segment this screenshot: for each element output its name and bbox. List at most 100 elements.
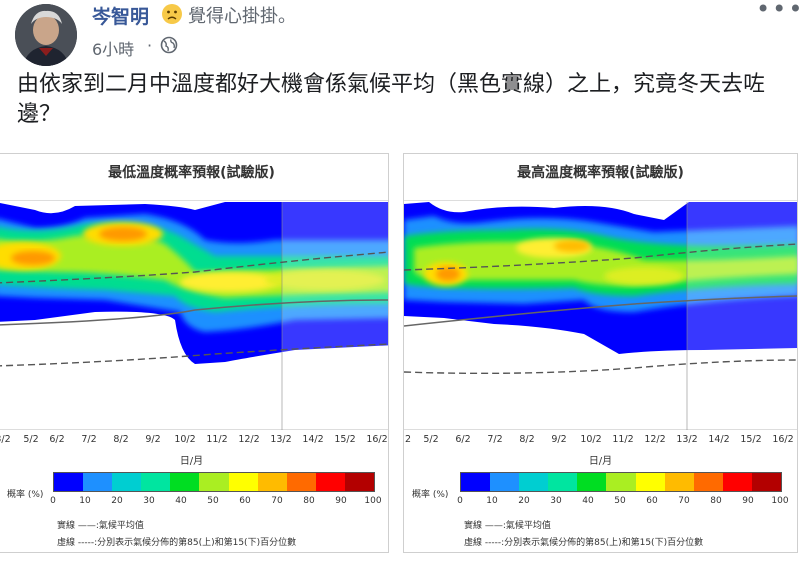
x-tick: 9/2 <box>145 434 161 445</box>
colorbar-swatch <box>548 473 578 491</box>
x-tick: 11/2 <box>206 434 228 445</box>
colorbar-label: 概率 (%) <box>412 490 449 500</box>
colorbar-swatch <box>490 473 520 491</box>
climate-mean-line <box>0 299 388 326</box>
colorbar-tick: 70 <box>678 496 690 506</box>
legend-dashed-line: 虛線 -----:分別表示氣候分佈的第85(上)和第15(下)百分位數 <box>57 538 297 548</box>
legend-dashed-line: 虛線 -----:分別表示氣候分佈的第85(上)和第15(下)百分位數 <box>464 538 704 548</box>
chart-panel-max-temp: 最高溫度概率預報(試驗版) 2 5/2 6/2 7/2 8/2 9/2 10/2… <box>403 153 798 553</box>
x-tick: 5/2 <box>23 434 39 445</box>
colorbar-tick: 0 <box>457 496 463 506</box>
x-tick: 13/2 <box>676 434 698 445</box>
x-axis-label: 日/月 <box>179 456 204 467</box>
x-tick: 15/2 <box>334 434 356 445</box>
legend-solid-line: 實線 ——:氣候平均值 <box>57 521 144 531</box>
colorbar-swatch <box>141 473 171 491</box>
x-tick: 6/2 <box>455 434 471 445</box>
feeling-text: 覺得心掛掛。 <box>188 6 296 27</box>
extended-range-shading <box>687 202 797 428</box>
chart-panel-min-temp: 最低溫度概率預報(試驗版) 3/2 5/2 6/2 7/2 8/2 9/2 10… <box>0 153 389 553</box>
x-tick: 8/2 <box>519 434 535 445</box>
post-body: 由依家到二月中溫度都好大機會係氣候平均（黑色實線）之上，究竟冬天去咗邊？ <box>17 72 766 127</box>
colorbar-tick: 30 <box>550 496 562 506</box>
extended-range-shading <box>282 202 388 428</box>
x-tick: 12/2 <box>644 434 666 445</box>
legend-solid-line: 實線 ——:氣候平均值 <box>464 521 551 531</box>
x-tick: 9/2 <box>551 434 567 445</box>
colorbar-tick: 90 <box>335 496 347 506</box>
colorbar-tick: 100 <box>364 496 382 506</box>
x-tick: 16/2 <box>772 434 794 445</box>
x-tick: 11/2 <box>612 434 634 445</box>
colorbar-swatch <box>693 473 723 491</box>
colorbar-swatch <box>54 473 84 491</box>
colorbar-tick: 20 <box>518 496 530 506</box>
x-axis-ticks: 2 5/2 6/2 7/2 8/2 9/2 10/2 11/2 12/2 13/… <box>404 434 797 450</box>
p15-dashed-line <box>404 359 797 375</box>
public-globe-icon[interactable] <box>160 36 178 58</box>
x-tick: 3/2 <box>0 434 11 445</box>
colorbar-tick: 60 <box>646 496 658 506</box>
colorbar-swatch <box>170 473 200 491</box>
x-tick: 2 <box>404 434 412 445</box>
colorbar-tick: 70 <box>271 496 283 506</box>
x-tick: 8/2 <box>113 434 129 445</box>
x-tick: 7/2 <box>81 434 97 445</box>
p15-dashed-line <box>0 343 388 367</box>
x-tick: 13/2 <box>270 434 292 445</box>
colorbar-tick: 10 <box>79 496 91 506</box>
colorbar-tick: 90 <box>742 496 754 506</box>
colorbar-swatch <box>315 473 345 491</box>
x-tick: 5/2 <box>423 434 439 445</box>
colorbar <box>53 472 375 492</box>
colorbar-swatch <box>722 473 752 491</box>
colorbar-tick: 30 <box>143 496 155 506</box>
colorbar <box>460 472 782 492</box>
worried-face-icon <box>161 3 183 29</box>
x-tick: 10/2 <box>580 434 602 445</box>
author-name[interactable]: 岑智明 <box>92 6 150 28</box>
climate-mean-line <box>404 295 797 327</box>
p85-dashed-line <box>0 251 388 284</box>
more-options-icon[interactable]: ••• <box>756 0 804 23</box>
x-tick: 14/2 <box>708 434 730 445</box>
colorbar-swatch <box>257 473 287 491</box>
colorbar-swatch <box>461 473 491 491</box>
x-tick: 14/2 <box>302 434 324 445</box>
avatar[interactable] <box>15 4 77 66</box>
colorbar-swatch <box>606 473 636 491</box>
colorbar-tick: 80 <box>303 496 315 506</box>
colorbar-swatch <box>664 473 694 491</box>
colorbar-tick: 60 <box>239 496 251 506</box>
colorbar-swatch <box>83 473 113 491</box>
chart-title: 最低溫度概率預報(試驗版) <box>108 165 275 181</box>
chart-title: 最高溫度概率預報(試驗版) <box>517 165 684 181</box>
colorbar-swatch <box>577 473 607 491</box>
separator: · <box>147 36 153 55</box>
colorbar-tick: 40 <box>582 496 594 506</box>
colorbar-swatch <box>199 473 229 491</box>
colorbar-swatch <box>344 473 375 491</box>
x-tick: 7/2 <box>487 434 503 445</box>
x-tick: 10/2 <box>174 434 196 445</box>
colorbar-swatch <box>519 473 549 491</box>
colorbar-label: 概率 (%) <box>7 490 44 500</box>
x-tick: 15/2 <box>740 434 762 445</box>
x-tick: 12/2 <box>238 434 260 445</box>
colorbar-tick: 50 <box>207 496 219 506</box>
colorbar-swatch <box>228 473 258 491</box>
colorbar-tick: 80 <box>710 496 722 506</box>
colorbar-tick: 10 <box>486 496 498 506</box>
p85-dashed-line <box>404 243 797 271</box>
heatmap-plot <box>0 200 388 430</box>
post-timestamp[interactable]: 6小時 <box>92 40 135 59</box>
colorbar-tick: 50 <box>614 496 626 506</box>
x-axis-label: 日/月 <box>588 456 613 467</box>
x-tick: 16/2 <box>366 434 388 445</box>
colorbar-tick: 0 <box>50 496 56 506</box>
colorbar-tick: 100 <box>771 496 789 506</box>
colorbar-swatch <box>112 473 142 491</box>
x-axis-ticks: 3/2 5/2 6/2 7/2 8/2 9/2 10/2 11/2 12/2 1… <box>0 434 388 450</box>
colorbar-tick: 20 <box>111 496 123 506</box>
colorbar-tick: 40 <box>175 496 187 506</box>
